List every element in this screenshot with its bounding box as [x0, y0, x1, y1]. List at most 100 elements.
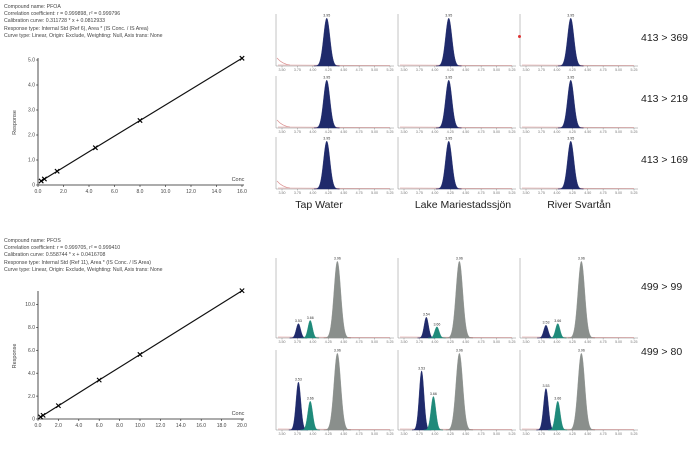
svg-text:4.50: 4.50 [462, 340, 469, 344]
svg-text:5.25: 5.25 [387, 68, 394, 72]
svg-text:4.25: 4.25 [325, 340, 332, 344]
pfoa-info-block: Compound name: PFOA Correlation coeffici… [4, 4, 163, 40]
transition-label-499-99: 499 > 99 [641, 281, 683, 293]
pfos-data-point [239, 288, 245, 294]
svg-text:4.00: 4.00 [553, 191, 560, 195]
svg-text:4.25: 4.25 [447, 340, 454, 344]
pfos-x-tick-label: 2.0 [55, 423, 62, 429]
svg-text:3.53: 3.53 [542, 384, 549, 388]
svg-text:3.66: 3.66 [554, 319, 561, 323]
pfos-data-point [40, 412, 46, 418]
svg-text:5.25: 5.25 [509, 432, 516, 436]
svg-text:4.50: 4.50 [462, 130, 469, 134]
svg-text:5.00: 5.00 [615, 432, 622, 436]
pfos-x-tick-label: 6.0 [96, 423, 103, 429]
svg-text:4.00: 4.00 [553, 130, 560, 134]
pfoa-y-tick-label: 4.0 [28, 83, 35, 89]
svg-text:3.96: 3.96 [578, 349, 585, 353]
svg-text:3.96: 3.96 [578, 257, 585, 261]
pfoa-x-tick-label: 10.0 [161, 189, 171, 195]
svg-text:4.50: 4.50 [340, 68, 347, 72]
svg-text:5.25: 5.25 [387, 340, 394, 344]
svg-text:5.00: 5.00 [493, 432, 500, 436]
svg-text:4.50: 4.50 [584, 130, 591, 134]
svg-text:4.25: 4.25 [325, 130, 332, 134]
svg-text:3.96: 3.96 [334, 257, 341, 261]
svg-text:3.75: 3.75 [294, 68, 301, 72]
svg-text:5.25: 5.25 [509, 340, 516, 344]
pfoa-correlation: Correlation coefficient: r = 0.999898, r… [4, 11, 121, 18]
svg-text:3.50: 3.50 [279, 130, 286, 134]
chromatogram-pfoa-r1-c2: 3.50 3.75 4.00 4.25 4.50 4.75 5.00 5.25 3.95 [519, 76, 638, 134]
svg-text:4.25: 4.25 [447, 68, 454, 72]
sample-label-lake: Lake Mariestadssjön [414, 199, 512, 211]
pfoa-curve-type: Curve type: Linear, Origin: Exclude, Wei… [4, 32, 163, 39]
svg-text:4.00: 4.00 [431, 68, 438, 72]
svg-text:4.50: 4.50 [584, 432, 591, 436]
pfos-data-point [37, 414, 44, 420]
svg-text:4.25: 4.25 [447, 432, 454, 436]
pfoa-data-point [41, 176, 47, 182]
svg-text:4.75: 4.75 [478, 340, 485, 344]
svg-text:4.50: 4.50 [462, 191, 469, 195]
svg-text:4.75: 4.75 [356, 340, 363, 344]
chromatogram-pfos-r1-c0: 3.50 3.75 4.00 4.25 4.50 4.75 5.00 5.25 3.53 3.66… [275, 349, 394, 436]
svg-text:4.00: 4.00 [309, 68, 316, 72]
svg-text:3.50: 3.50 [279, 191, 286, 195]
svg-text:3.50: 3.50 [523, 191, 530, 195]
svg-text:3.95: 3.95 [445, 137, 452, 141]
pfoa-y-axis-label: Response [12, 110, 18, 135]
pfos-curve-type: Curve type: Linear, Origin: Exclude, Wei… [4, 266, 163, 273]
pfoa-x-tick-label: 12.0 [186, 189, 196, 195]
pfoa-x-axis-label: Conc [232, 177, 245, 183]
svg-text:3.50: 3.50 [523, 68, 530, 72]
svg-text:4.75: 4.75 [600, 432, 607, 436]
pfoa-response-type: Response type: Internal Std (Ref 6), Are… [4, 25, 149, 32]
svg-text:3.66: 3.66 [430, 392, 437, 396]
pfos-x-tick-label: 14.0 [176, 423, 186, 429]
svg-text:3.50: 3.50 [279, 340, 286, 344]
svg-text:4.00: 4.00 [309, 130, 316, 134]
svg-text:3.96: 3.96 [334, 349, 341, 353]
svg-text:4.25: 4.25 [447, 191, 454, 195]
svg-text:3.75: 3.75 [416, 191, 423, 195]
svg-text:4.50: 4.50 [340, 340, 347, 344]
svg-text:3.96: 3.96 [456, 349, 463, 353]
chromatogram-pfoa-r2-c0: 3.50 3.75 4.00 4.25 4.50 4.75 5.00 5.25 3.95 [275, 137, 394, 195]
svg-text:4.75: 4.75 [478, 130, 485, 134]
pfos-correlation: Correlation coefficient: r = 0.999705, r… [4, 245, 121, 252]
svg-text:5.00: 5.00 [371, 68, 378, 72]
svg-text:3.75: 3.75 [538, 191, 545, 195]
pfoa-x-tick-label: 4.0 [86, 189, 93, 195]
svg-text:3.75: 3.75 [538, 340, 545, 344]
svg-text:4.25: 4.25 [447, 130, 454, 134]
transition-label-413-369: 413 > 369 [641, 32, 689, 44]
pfoa-x-tick-label: 8.0 [137, 189, 144, 195]
svg-text:4.00: 4.00 [309, 191, 316, 195]
svg-text:3.75: 3.75 [416, 432, 423, 436]
svg-text:3.53: 3.53 [418, 366, 425, 370]
transition-label-413-169: 413 > 169 [641, 154, 689, 166]
svg-text:4.25: 4.25 [325, 432, 332, 436]
pfos-data-point [96, 377, 102, 383]
svg-text:5.25: 5.25 [631, 432, 638, 436]
svg-text:4.50: 4.50 [462, 432, 469, 436]
svg-text:3.66: 3.66 [433, 322, 440, 326]
svg-text:4.25: 4.25 [569, 191, 576, 195]
pfoa-x-tick-label: 0.0 [35, 189, 42, 195]
pfos-calibration-curve: Calibration curve: 0.558744 * x + 0.0416… [4, 252, 106, 259]
svg-text:5.25: 5.25 [631, 191, 638, 195]
svg-text:5.00: 5.00 [615, 130, 622, 134]
svg-text:3.53: 3.53 [295, 319, 302, 323]
svg-text:5.25: 5.25 [387, 130, 394, 134]
pfoa-y-tick-label: 5.0 [28, 58, 35, 64]
pfoa-data-point [54, 168, 60, 174]
svg-text:4.75: 4.75 [356, 191, 363, 195]
svg-text:3.50: 3.50 [523, 130, 530, 134]
red-dot-marker [518, 35, 521, 38]
svg-text:3.50: 3.50 [279, 68, 286, 72]
svg-text:3.50: 3.50 [401, 68, 408, 72]
transition-label-413-219: 413 > 219 [641, 93, 689, 105]
